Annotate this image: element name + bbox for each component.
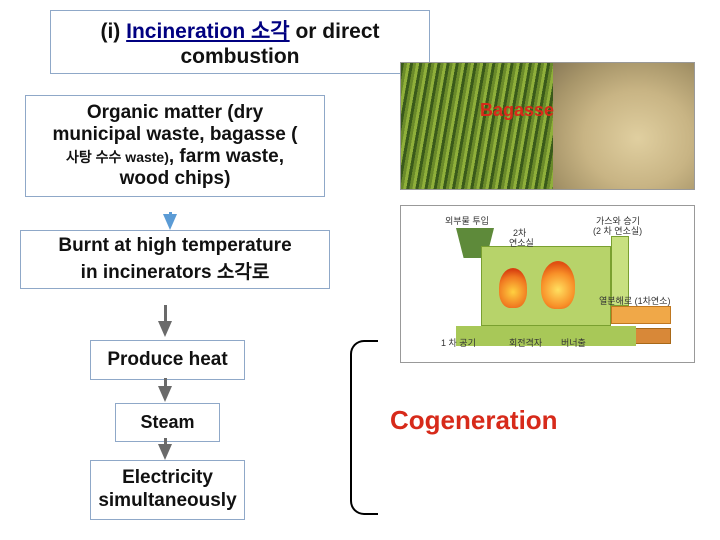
incin-t1: 외부물 투입 bbox=[445, 214, 489, 227]
arrow-stem-a3 bbox=[164, 378, 167, 386]
incin-t3: 연소실 bbox=[509, 236, 534, 249]
title-underlined: Incineration 소각 bbox=[126, 20, 290, 43]
arrow-head-a1 bbox=[163, 214, 177, 230]
organic-l1: Organic matter (dry bbox=[32, 102, 318, 124]
burnt-l2: in incinerators 소각로 bbox=[25, 257, 325, 284]
incin-flame2 bbox=[541, 261, 575, 309]
organic-l3: 사탕 수수 waste), farm waste, bbox=[32, 146, 318, 168]
electricity-box: Electricity simultaneously bbox=[90, 460, 245, 520]
organic-l2: municipal waste, bagasse ( bbox=[32, 124, 318, 146]
incin-flame1 bbox=[499, 268, 527, 308]
elec-l2: simultaneously bbox=[95, 490, 240, 513]
incin-t5: (2 차 연소실) bbox=[593, 224, 642, 237]
heat-box: Produce heat bbox=[90, 340, 245, 380]
arrow-head-a2 bbox=[158, 321, 172, 337]
incinerator-photo: 외부물 투입 2차 연소실 가스와 승기 (2 차 연소실) 열분해로 (1차연… bbox=[400, 205, 695, 363]
bagasse-pile bbox=[553, 63, 694, 189]
heat-label: Produce heat bbox=[107, 349, 227, 370]
bagasse-photo bbox=[400, 62, 695, 190]
burnt-l1: Burnt at high temperature bbox=[25, 235, 325, 257]
arrow-stem-a2 bbox=[164, 305, 167, 321]
title-line2: combustion bbox=[57, 45, 423, 69]
incin-t9: 버너출 bbox=[561, 336, 586, 349]
arrow-head-a4 bbox=[158, 444, 172, 460]
title-box: (i) Incineration 소각 or direct combustion bbox=[50, 10, 430, 74]
steam-box: Steam bbox=[115, 403, 220, 442]
organic-small: 사탕 수수 waste) bbox=[66, 149, 169, 165]
cogeneration-label: Cogeneration bbox=[390, 405, 558, 436]
incin-t8: 회전격자 bbox=[509, 336, 542, 349]
organic-l4: wood chips) bbox=[32, 168, 318, 190]
bagasse-label: Bagasse bbox=[480, 100, 554, 121]
title-line1: (i) Incineration 소각 or direct bbox=[57, 15, 423, 45]
organic-l3-rest: , farm waste, bbox=[169, 146, 284, 167]
cogeneration-bracket bbox=[350, 340, 378, 515]
incin-pipe bbox=[611, 306, 671, 324]
steam-label: Steam bbox=[140, 412, 194, 432]
incin-base bbox=[456, 326, 636, 346]
burnt-box: Burnt at high temperature in incinerator… bbox=[20, 230, 330, 289]
incin-t6: 열분해로 (1차연소) bbox=[599, 294, 670, 307]
elec-l1: Electricity bbox=[95, 467, 240, 490]
title-prefix: (i) bbox=[100, 20, 126, 43]
bagasse-grass bbox=[401, 63, 571, 189]
organic-matter-box: Organic matter (dry municipal waste, bag… bbox=[25, 95, 325, 197]
title-rest1: or direct bbox=[290, 20, 380, 43]
arrow-head-a3 bbox=[158, 386, 172, 402]
incin-t7: 1 차 공기 bbox=[441, 336, 476, 349]
